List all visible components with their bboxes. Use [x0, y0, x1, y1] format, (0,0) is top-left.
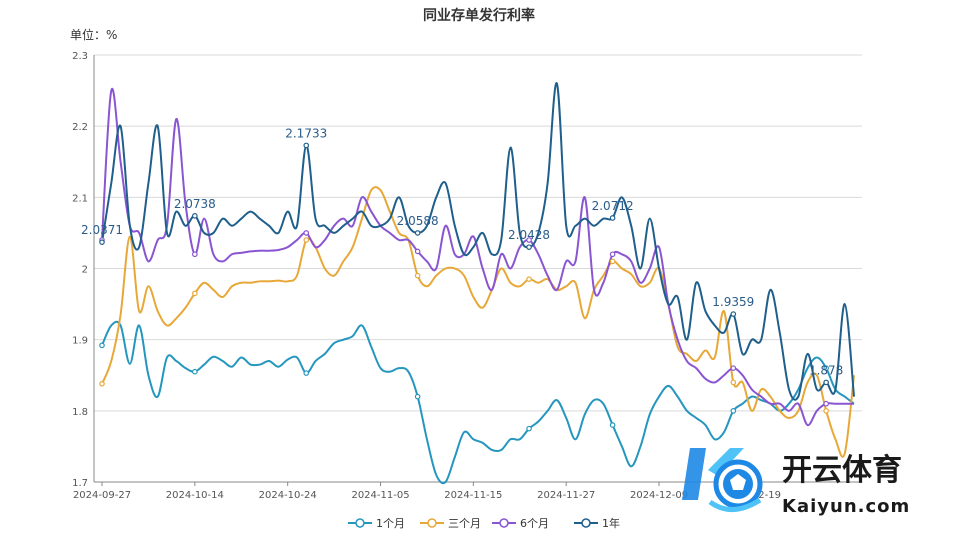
x-tick-label: 2024-09-27	[73, 490, 131, 501]
kaiyun-logo-mark	[682, 448, 763, 512]
data-point	[414, 230, 421, 236]
y-tick-label: 2	[82, 265, 88, 276]
legend-label: 1年	[602, 516, 620, 530]
x-tick-label: 2024-10-24	[259, 490, 317, 501]
series-line-3	[101, 82, 855, 401]
data-label: 2.0428	[508, 228, 550, 242]
legend-swatch-marker	[581, 518, 591, 528]
legend-item[interactable]: 6个月	[492, 517, 549, 530]
data-point	[526, 244, 532, 250]
watermark-english-text: Kaiyun.com	[782, 496, 910, 517]
data-point	[730, 365, 737, 371]
x-tick-label: 2024-12-09	[630, 490, 688, 501]
unit-label: 单位：%	[70, 27, 117, 42]
data-point	[192, 213, 198, 219]
data-point	[414, 248, 421, 255]
x-tick-label: 2024-10-14	[166, 490, 224, 501]
data-point	[192, 251, 198, 258]
data-point	[730, 408, 737, 414]
data-point	[730, 379, 737, 386]
data-label: 2.0588	[397, 214, 439, 228]
data-point	[414, 393, 421, 400]
legend-label: 三个月	[448, 517, 481, 530]
data-point	[192, 368, 198, 375]
data-point	[99, 239, 105, 245]
data-point	[609, 258, 616, 265]
x-tick-label: 2024-11-05	[351, 490, 409, 501]
data-point	[414, 272, 421, 279]
data-point	[303, 370, 310, 376]
y-tick-label: 2.1	[72, 193, 88, 204]
legend-item[interactable]: 1年	[574, 516, 620, 530]
data-label: 1.878	[809, 363, 843, 377]
y-tick-label: 1.8	[72, 407, 88, 418]
series-layer	[101, 82, 855, 485]
series-line-1	[101, 186, 855, 458]
data-point	[303, 237, 310, 243]
data-point	[823, 408, 829, 414]
data-point	[823, 379, 829, 386]
data-point	[609, 251, 616, 258]
data-point	[609, 422, 616, 428]
legend-label: 6个月	[520, 517, 549, 530]
legend-swatch-marker	[427, 518, 437, 528]
data-label: 2.0371	[81, 223, 123, 237]
legend-swatch-marker	[355, 518, 365, 528]
y-tick-label: 1.7	[72, 478, 88, 489]
y-tick-label: 2.3	[72, 51, 88, 62]
data-point	[609, 215, 616, 221]
data-point	[730, 311, 737, 317]
grid-lines	[94, 54, 862, 483]
watermark-chinese-text: 开云体育	[782, 453, 902, 488]
legend: 1个月 三个月 6个月 1年	[348, 516, 620, 530]
data-point	[823, 365, 829, 371]
data-label: 1.9359	[712, 295, 754, 309]
series-line-0	[101, 320, 855, 485]
data-point	[526, 425, 532, 432]
y-tick-label: 2.2	[72, 122, 88, 133]
legend-swatch-marker	[499, 518, 509, 528]
legend-item[interactable]: 1个月	[348, 517, 405, 530]
markers-layer	[99, 142, 829, 432]
x-tick-label: 2024-11-15	[444, 490, 502, 501]
x-tick-label: 2024-11-27	[537, 490, 595, 501]
chart-title: 同业存单发行利率	[423, 7, 535, 24]
data-label: 2.1733	[285, 126, 327, 140]
data-point	[99, 342, 105, 349]
data-label: 2.0738	[174, 197, 216, 211]
data-point	[526, 276, 532, 282]
data-point	[192, 290, 198, 297]
legend-label: 1个月	[376, 517, 405, 530]
series-line-2	[101, 87, 854, 427]
data-labels: 2.0371 2.0738 2.1733 2.0588 2.0428 2.0712 1.93…	[81, 126, 843, 377]
data-point	[823, 400, 829, 407]
data-point	[99, 380, 105, 387]
legend-item[interactable]: 三个月	[420, 517, 481, 530]
data-point	[303, 142, 310, 149]
data-label: 2.0712	[592, 199, 634, 213]
data-point	[526, 237, 532, 243]
y-tick-label: 1.9	[72, 336, 88, 347]
data-point	[303, 230, 310, 236]
kaiyun-watermark: 开云体育 Kaiyun.com	[682, 448, 910, 517]
